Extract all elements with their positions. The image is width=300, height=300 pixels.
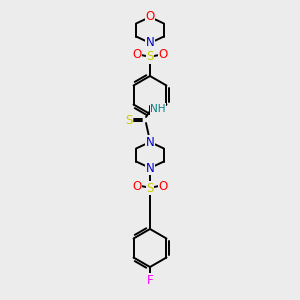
Text: O: O xyxy=(132,179,142,193)
Text: O: O xyxy=(146,11,154,23)
Text: O: O xyxy=(158,49,168,62)
Text: F: F xyxy=(147,274,153,286)
Text: N: N xyxy=(146,136,154,148)
Text: S: S xyxy=(146,50,154,64)
Text: S: S xyxy=(146,182,154,194)
Text: O: O xyxy=(158,179,168,193)
Text: N: N xyxy=(146,37,154,50)
Text: O: O xyxy=(132,49,142,62)
Text: NH: NH xyxy=(150,104,166,114)
Text: N: N xyxy=(146,161,154,175)
Text: S: S xyxy=(125,113,133,127)
